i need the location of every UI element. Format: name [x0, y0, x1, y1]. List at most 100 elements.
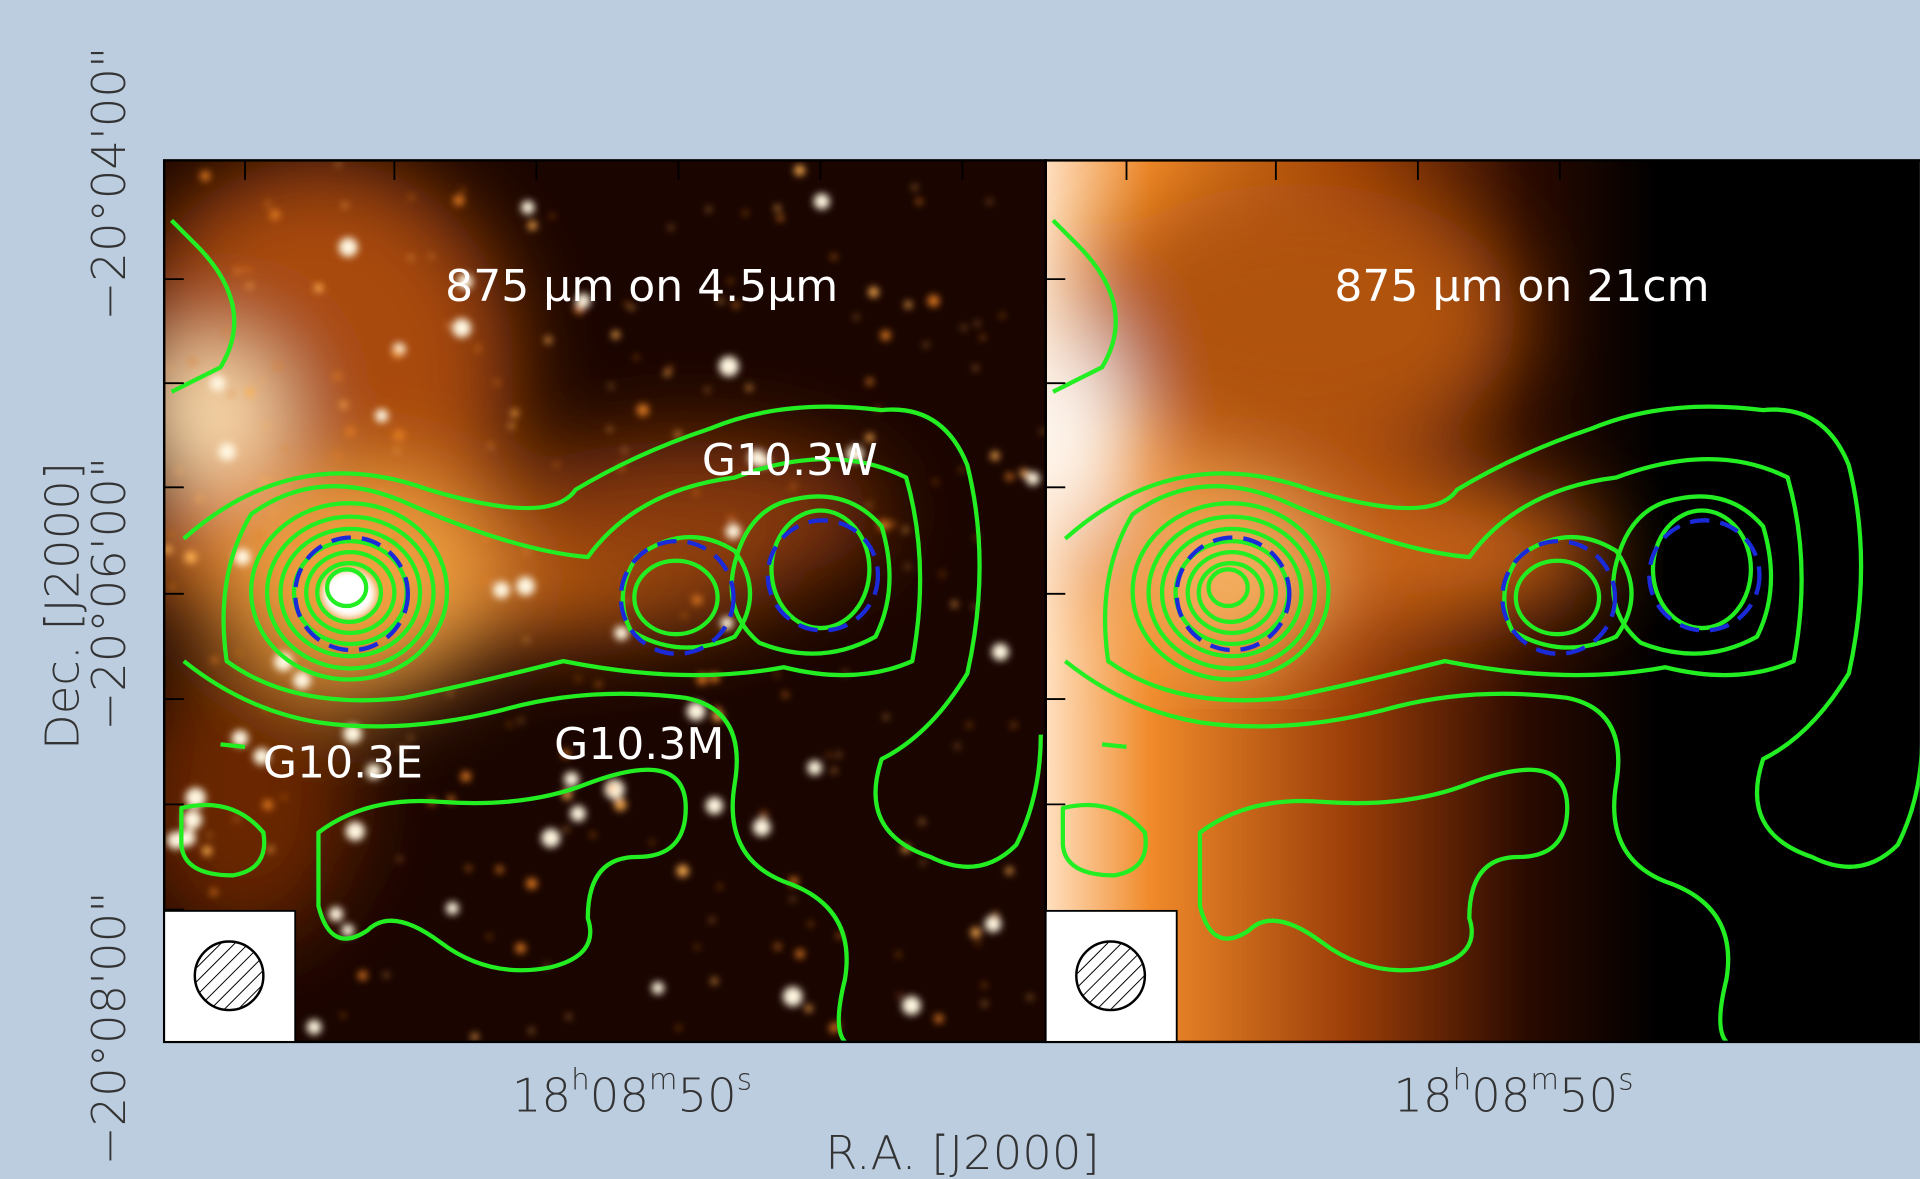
- x-tick-part: h: [571, 1063, 590, 1097]
- star: [609, 384, 613, 388]
- star: [475, 346, 480, 351]
- panel-label: 875 μm on 21cm: [1334, 261, 1709, 312]
- star: [375, 409, 388, 422]
- star: [1041, 429, 1045, 433]
- star: [898, 994, 902, 998]
- star: [196, 496, 201, 501]
- star: [275, 364, 280, 369]
- x-tick-part: h: [1453, 1063, 1472, 1097]
- star: [791, 897, 795, 901]
- star: [270, 210, 280, 220]
- star: [487, 935, 491, 939]
- star: [245, 268, 250, 273]
- star: [167, 366, 171, 370]
- x-tick-part: m: [649, 1063, 678, 1097]
- star: [637, 404, 649, 416]
- star: [728, 516, 734, 522]
- star: [283, 447, 287, 451]
- star: [384, 973, 388, 977]
- page: 875 μm on 4.5μm 875 μm on 21cm G10.3W G1…: [0, 0, 1920, 1179]
- star: [921, 861, 925, 865]
- star: [675, 431, 681, 437]
- star: [775, 205, 781, 211]
- star: [623, 448, 627, 452]
- x-tick-label: 18h08m50s: [512, 1063, 752, 1123]
- star: [746, 385, 752, 391]
- star: [200, 171, 210, 181]
- star: [450, 515, 454, 519]
- star: [340, 401, 347, 408]
- star: [783, 987, 803, 1007]
- star: [677, 865, 689, 877]
- star: [177, 469, 182, 474]
- star: [890, 521, 895, 526]
- star: [398, 857, 402, 861]
- panel-label: 875 μm on 4.5μm: [445, 261, 838, 312]
- star: [705, 388, 709, 392]
- star: [794, 165, 805, 176]
- star: [334, 452, 341, 459]
- star: [525, 550, 529, 554]
- star: [1028, 995, 1032, 999]
- star: [210, 889, 217, 896]
- star: [409, 255, 413, 259]
- star: [228, 392, 232, 396]
- y-tick-label: −20°06'00": [82, 457, 136, 731]
- beam-inset: [164, 911, 295, 1042]
- star: [260, 379, 264, 383]
- source-label: G10.3M: [554, 719, 724, 770]
- star: [808, 922, 812, 926]
- star: [294, 540, 298, 544]
- star: [341, 1014, 345, 1018]
- star: [461, 771, 471, 781]
- star: [225, 330, 229, 334]
- x-tick-part: 50: [1559, 1069, 1618, 1123]
- star: [526, 878, 537, 889]
- star: [1006, 473, 1014, 481]
- star: [831, 254, 836, 259]
- star: [307, 1020, 322, 1035]
- star: [342, 924, 354, 936]
- star: [452, 319, 471, 338]
- figure: 875 μm on 4.5μm 875 μm on 21cm G10.3W G1…: [0, 0, 1920, 1179]
- star: [951, 601, 957, 607]
- star: [218, 443, 235, 460]
- x-tick-part: 18: [512, 1069, 571, 1123]
- star: [509, 423, 514, 428]
- star: [682, 614, 686, 618]
- star: [867, 503, 871, 507]
- star: [508, 723, 512, 727]
- star: [596, 682, 601, 687]
- star: [550, 214, 554, 218]
- x-tick-part: 50: [678, 1069, 737, 1123]
- star: [234, 549, 251, 566]
- star: [236, 651, 240, 655]
- star: [483, 577, 489, 583]
- star: [916, 199, 922, 205]
- star: [854, 315, 858, 319]
- star: [650, 840, 654, 844]
- star: [775, 943, 781, 949]
- star: [1011, 723, 1016, 728]
- star: [669, 226, 673, 230]
- star: [973, 366, 977, 370]
- x-tick-part: 08: [590, 1069, 649, 1123]
- star: [971, 927, 981, 937]
- star: [446, 324, 450, 328]
- star: [719, 356, 739, 376]
- x-axis-title: R.A. [J2000]: [825, 1126, 1099, 1179]
- star: [554, 462, 558, 466]
- x-tick-part: s: [1618, 1063, 1633, 1097]
- star: [493, 582, 510, 599]
- star: [955, 744, 959, 748]
- star: [934, 1014, 943, 1023]
- star: [358, 971, 367, 980]
- star: [814, 193, 830, 209]
- star: [940, 572, 944, 576]
- star: [409, 195, 413, 199]
- star: [718, 885, 722, 889]
- star: [339, 238, 358, 257]
- star: [591, 833, 595, 837]
- star: [564, 827, 568, 831]
- star: [393, 430, 405, 442]
